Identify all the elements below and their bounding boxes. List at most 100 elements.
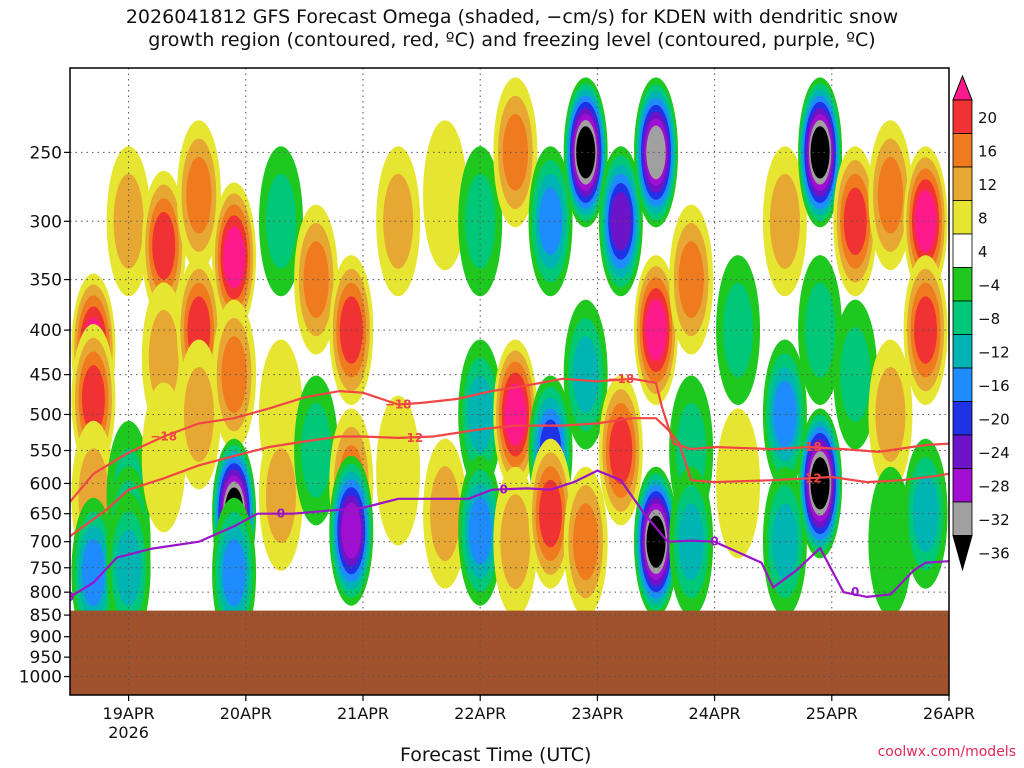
omega-cell-11-0-2 [502, 114, 529, 191]
contour-dgz_minus12 [70, 417, 949, 538]
y-tick-label-11: 800 [30, 583, 62, 603]
y-tick-label-15: 1000 [19, 668, 62, 688]
colorbar-seg-1 [952, 99, 973, 134]
omega-cell-15-1-4 [645, 299, 667, 362]
y-tick-label-5: 500 [30, 405, 62, 425]
y-tick-label-14: 950 [30, 648, 62, 668]
x-tick-label-1: 20APR [220, 704, 272, 723]
contour-freezing_level_0 [70, 469, 949, 599]
contour-label-dgz_minus18-1: −18 [385, 398, 412, 412]
y-tick-label-13: 900 [30, 628, 62, 648]
omega-cell-5-0-1 [265, 173, 296, 269]
terrain-fill [70, 610, 949, 695]
omega-cell-13-1-2 [573, 336, 599, 413]
omega-cell-1-3-2 [115, 529, 142, 607]
title-line-1: 2026041812 GFS Forecast Omega (shaded, −… [125, 6, 899, 28]
omega-cell-11-2-1 [500, 494, 531, 590]
omega-cell-6-0-2 [303, 241, 329, 318]
colorbar-label-10: −24 [978, 444, 1010, 462]
omega-cell-4-1-2 [221, 336, 247, 413]
colorbar-seg-8 [952, 334, 973, 369]
y-tick-label-0: 250 [30, 143, 62, 163]
omega-cell-0-1-3 [81, 365, 105, 433]
omega-cell-3-0-2 [186, 156, 212, 234]
colorbar-label-0: 20 [978, 109, 997, 127]
colorbar-seg-11 [952, 434, 973, 469]
omega-cell-8-0-1 [383, 173, 414, 269]
omega-cell-9-0-0 [423, 120, 468, 271]
colorbar-seg-9 [952, 367, 973, 402]
contour-dgz_minus18 [70, 377, 949, 503]
omega-cell-18-2-2 [772, 503, 798, 581]
colorbar-label-13: −36 [978, 545, 1010, 563]
omega-cell-15-0-7 [646, 125, 666, 180]
y-tick-label-3: 400 [30, 321, 62, 341]
colorbar-label-1: 16 [978, 143, 997, 161]
omega-cell-22-1-3 [914, 296, 938, 364]
omega-cell-13-0-8 [576, 126, 596, 179]
x-tick-label-3: 22APR [454, 704, 506, 723]
colorbar-label-7: −12 [978, 344, 1010, 362]
x-tick-label-0: 19APR [103, 704, 155, 723]
omega-cell-13-2-2 [573, 503, 599, 581]
omega-cell-17-0-1 [723, 282, 754, 378]
omega-cell-12-2-3 [539, 479, 563, 548]
colorbar-label-4: 4 [978, 243, 988, 261]
x-axis-label: Forecast Time (UTC) [400, 744, 592, 766]
colorbar-seg-13 [952, 501, 973, 536]
omega-cell-18-1-3 [773, 380, 797, 449]
omega-cell-20-1-1 [840, 327, 871, 423]
omega-cell-7-2-6 [341, 502, 362, 559]
colorbar-label-5: −4 [978, 277, 1000, 295]
colorbar-top-arrow [952, 74, 973, 101]
contour-label-dgz_minus12-1: −12 [795, 471, 822, 485]
omega-cell-4-3-3 [222, 539, 246, 607]
colorbar-label-11: −28 [978, 478, 1010, 496]
title-line-2: growth region (contoured, red, ºC) and f… [148, 29, 876, 51]
x-tick-label-5: 24APR [689, 704, 741, 723]
omega-cell-18-0-1 [769, 173, 800, 269]
x-tick-label-4: 23APR [571, 704, 623, 723]
credit-link[interactable]: coolwx.com/models [877, 744, 1016, 760]
colorbar-bottom-arrow [952, 535, 973, 572]
colorbar-seg-2 [952, 133, 973, 168]
contour-label-dgz_minus18-2: −18 [607, 372, 634, 386]
omega-cell-17-1-0 [716, 408, 761, 559]
y-tick-label-7: 600 [30, 474, 62, 494]
colorbar-seg-4 [952, 200, 973, 235]
omega-cell-1-0-1 [113, 173, 144, 269]
y-tick-label-2: 350 [30, 271, 62, 291]
omega-cell-6-1-1 [301, 403, 332, 499]
contour-label-freezing_level_0-0: 0 [66, 590, 74, 604]
colorbar-seg-10 [952, 401, 973, 436]
colorbar-seg-3 [952, 166, 973, 201]
omega-cell-19-2-8 [810, 457, 830, 510]
contour-label-dgz_minus18-0: −18 [150, 429, 177, 443]
omega-cell-22-2-2 [912, 475, 939, 552]
colorbar: 20 16 12 8 4 −4 −8 −12 −16 −20 −24 −28 −32 −36 [952, 74, 1010, 572]
colorbar-seg-6 [952, 267, 973, 302]
omega-cell-2-2-0 [141, 382, 186, 533]
omega-cell-2-0-3 [152, 211, 176, 280]
omega-cell-16-0-2 [678, 241, 704, 318]
omega-cell-5-2-1 [265, 448, 296, 544]
x-axis-ticks: 19APR 20APR 21APR 22APR 23APR 24APR 25APR 26APR… [103, 695, 975, 742]
contour-label-freezing_level_0-3: 0 [710, 535, 718, 549]
contour-label-dgz_minus12-0: −12 [396, 431, 423, 445]
omega-cell-2-1-1 [148, 309, 179, 405]
contour-label-freezing_level_0-1: 0 [277, 507, 285, 521]
omega-cell-4-0-4 [223, 226, 245, 289]
plot-frame [69, 67, 950, 696]
chart-title: 2026041812 GFS Forecast Omega (shaded, −… [0, 6, 1024, 52]
colorbar-seg-12 [952, 468, 973, 503]
colorbar-label-8: −16 [978, 377, 1010, 395]
omega-cell-12-0-3 [539, 187, 563, 256]
y-tick-label-8: 650 [30, 505, 62, 525]
contour-label-freezing_level_0-4: 0 [851, 585, 859, 599]
colorbar-label-9: −20 [978, 411, 1010, 429]
x-tick-label-7: 26APR [923, 704, 975, 723]
contour-label-freezing_level_0-2: 0 [499, 483, 507, 497]
omega-cell-19-0-8 [810, 126, 830, 179]
terrain-rect [70, 610, 949, 695]
